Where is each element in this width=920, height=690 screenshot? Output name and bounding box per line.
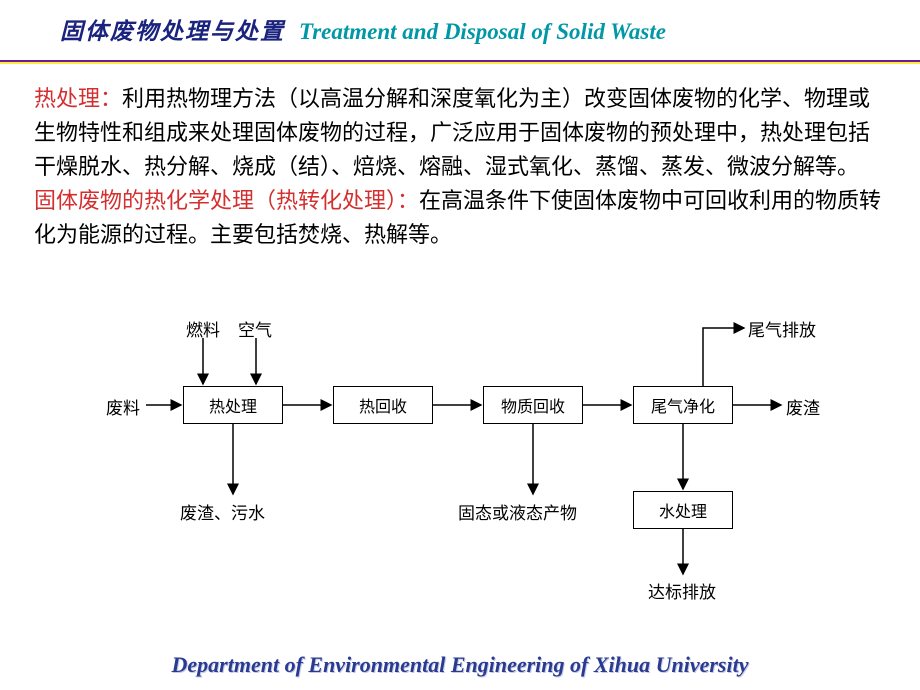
- node-heat-recovery: 热回收: [333, 386, 433, 424]
- node-material-recovery: 物质回收: [483, 386, 583, 424]
- slide-header: 固体废物处理与处置 Treatment and Disposal of Soli…: [0, 0, 920, 54]
- flowchart-arrows: [88, 316, 848, 616]
- node-water-treatment: 水处理: [633, 491, 733, 529]
- node-gas-cleaning: 尾气净化: [633, 386, 733, 424]
- process-flowchart: 燃料 空气 尾气排放 废料 废渣 废渣、污水 固态或液态产物 达标排放 热处理 …: [88, 316, 848, 616]
- label-solid-liquid: 固态或液态产物: [458, 499, 577, 524]
- paragraph-1: 热处理：利用热物理方法（以高温分解和深度氧化为主）改变固体废物的化学、物理或生物…: [34, 82, 886, 184]
- label-fuel: 燃料: [186, 316, 220, 341]
- para1-text: 利用热物理方法（以高温分解和深度氧化为主）改变固体废物的化学、物理或生物特性和组…: [34, 86, 870, 179]
- slide-footer: Department of Environmental Engineering …: [0, 652, 920, 678]
- label-residue-out: 废渣: [786, 394, 820, 419]
- label-discharge: 达标排放: [648, 578, 716, 603]
- label-exhaust: 尾气排放: [748, 316, 816, 341]
- title-chinese: 固体废物处理与处置: [60, 12, 285, 46]
- node-heat-treatment: 热处理: [183, 386, 283, 424]
- body-content: 热处理：利用热物理方法（以高温分解和深度氧化为主）改变固体废物的化学、物理或生物…: [0, 64, 920, 252]
- term-heat-treatment: 热处理：: [34, 86, 122, 111]
- label-waste-in: 废料: [106, 394, 140, 419]
- paragraph-2: 固体废物的热化学处理（热转化处理）：在高温条件下使固体废物中可回收利用的物质转化…: [34, 184, 886, 252]
- label-slag: 废渣、污水: [180, 499, 265, 524]
- label-air: 空气: [238, 316, 272, 341]
- term-thermochemical: 固体废物的热化学处理（热转化处理）：: [34, 188, 419, 213]
- title-english: Treatment and Disposal of Solid Waste: [299, 19, 666, 45]
